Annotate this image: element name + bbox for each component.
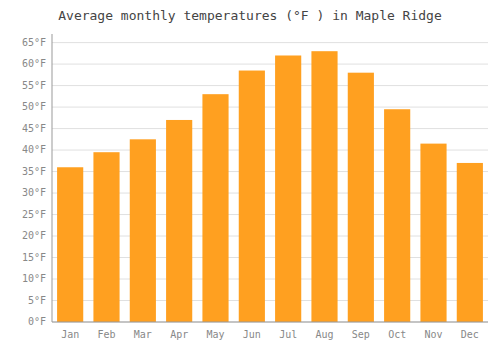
bars: [57, 51, 483, 322]
y-tick-label: 45°F: [22, 123, 46, 134]
y-tick-label: 35°F: [22, 166, 46, 177]
x-tick-label: Aug: [315, 329, 333, 340]
y-tick-label: 15°F: [22, 252, 46, 263]
bar: [93, 152, 119, 322]
y-tick-label: 25°F: [22, 209, 46, 220]
grid-line: [52, 64, 488, 65]
x-tick-label: Jan: [61, 329, 79, 340]
y-axis-line: [52, 34, 53, 322]
bar: [311, 51, 337, 322]
grid-line: [52, 322, 488, 323]
bar: [239, 71, 265, 322]
bar: [275, 55, 301, 322]
grid-line: [52, 128, 488, 129]
bar: [420, 144, 446, 322]
bar: [202, 94, 228, 322]
x-tick-label: Apr: [170, 329, 188, 340]
x-tick-label: Dec: [461, 329, 479, 340]
chart-svg: Average monthly temperatures (°F ) in Ma…: [0, 0, 500, 350]
y-tick-label: 20°F: [22, 230, 46, 241]
chart-container: Average monthly temperatures (°F ) in Ma…: [0, 0, 500, 350]
x-tick-label: May: [206, 329, 224, 340]
y-tick-label: 60°F: [22, 58, 46, 69]
grid-line: [52, 85, 488, 86]
bar: [166, 120, 192, 322]
y-tick-label: 30°F: [22, 187, 46, 198]
y-tick-label: 5°F: [28, 295, 46, 306]
bar: [348, 73, 374, 322]
x-tick-label: Mar: [134, 329, 152, 340]
grid-line: [52, 42, 488, 43]
x-tick-label: Nov: [424, 329, 442, 340]
x-tick-label: Oct: [388, 329, 406, 340]
y-tick-label: 10°F: [22, 273, 46, 284]
bar: [130, 139, 156, 322]
x-tick-label: Feb: [97, 329, 115, 340]
x-tick-label: Jun: [243, 329, 261, 340]
x-axis-line: [52, 322, 488, 323]
bar: [57, 167, 83, 322]
bar: [384, 109, 410, 322]
y-tick-label: 40°F: [22, 144, 46, 155]
x-tick-label: Jul: [279, 329, 297, 340]
y-tick-label: 65°F: [22, 37, 46, 48]
y-tick-label: 50°F: [22, 101, 46, 112]
title: Average monthly temperatures (°F ) in Ma…: [58, 8, 442, 23]
bar: [457, 163, 483, 322]
grid-line: [52, 107, 488, 108]
x-tick-label: Sep: [352, 329, 370, 340]
y-grid: [52, 43, 488, 322]
y-tick-label: 0°F: [28, 316, 46, 327]
y-tick-label: 55°F: [22, 80, 46, 91]
